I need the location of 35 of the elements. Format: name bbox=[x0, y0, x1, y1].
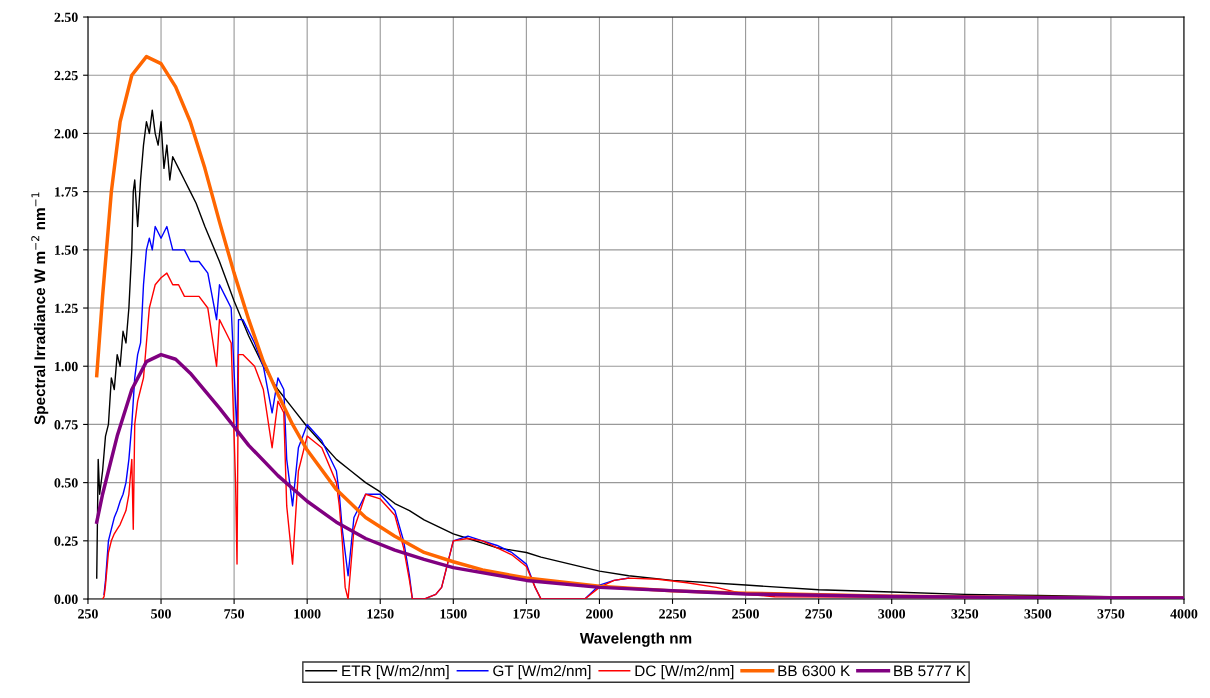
y-tick-label: 2.50 bbox=[54, 12, 78, 23]
y-tick-label: 0.00 bbox=[54, 594, 78, 605]
x-tick-label: 2250 bbox=[659, 609, 686, 619]
x-tick-label: 3500 bbox=[1024, 609, 1052, 619]
x-tick-label: 750 bbox=[224, 609, 244, 619]
y-axis-title: Spectral Irradiance W m$^{−2}$ nm$^{−1}$ bbox=[31, 192, 49, 425]
y-tick-label: 0.25 bbox=[54, 536, 78, 546]
x-tick-label: 1250 bbox=[367, 609, 394, 619]
x-tick-label: 1000 bbox=[294, 609, 321, 619]
y-tick-label: 1.00 bbox=[55, 361, 78, 372]
x-tick-label: 3000 bbox=[878, 609, 906, 619]
y-tick-label: 1.50 bbox=[55, 245, 78, 255]
y-tick-label: 1.25 bbox=[55, 303, 78, 314]
x-tick-label: 4000 bbox=[1170, 609, 1198, 619]
line-series bbox=[95, 352, 1184, 600]
legend-label: DC [W/m2/nm] bbox=[635, 665, 734, 680]
y-tick-label: 2.25 bbox=[54, 70, 78, 81]
legend-label: ETR [W/m2/nm] bbox=[342, 665, 449, 680]
y-tick-label: 2.00 bbox=[54, 129, 78, 139]
x-axis-title: Wavelength nm bbox=[579, 632, 692, 647]
x-tick-label: 2500 bbox=[732, 609, 759, 619]
x-tick-label: 1500 bbox=[440, 609, 467, 619]
x-tick-label: 500 bbox=[151, 609, 171, 619]
legend-label: BB 5777 K bbox=[894, 665, 966, 677]
y-tick-label: 0.75 bbox=[54, 420, 78, 430]
x-tick-label: 2000 bbox=[586, 609, 613, 619]
x-tick-label: 3750 bbox=[1097, 609, 1125, 619]
x-tick-label: 2750 bbox=[805, 609, 833, 619]
legend-label: GT [W/m2/nm] bbox=[493, 665, 591, 680]
y-tick-label: 1.75 bbox=[55, 187, 78, 197]
x-tick-label: 1750 bbox=[513, 609, 540, 619]
y-tick-label: 0.50 bbox=[54, 478, 78, 488]
x-tick-label: 3250 bbox=[951, 609, 979, 619]
legend-label: BB 6300 K bbox=[778, 665, 851, 677]
x-tick-label: 250 bbox=[78, 609, 98, 619]
